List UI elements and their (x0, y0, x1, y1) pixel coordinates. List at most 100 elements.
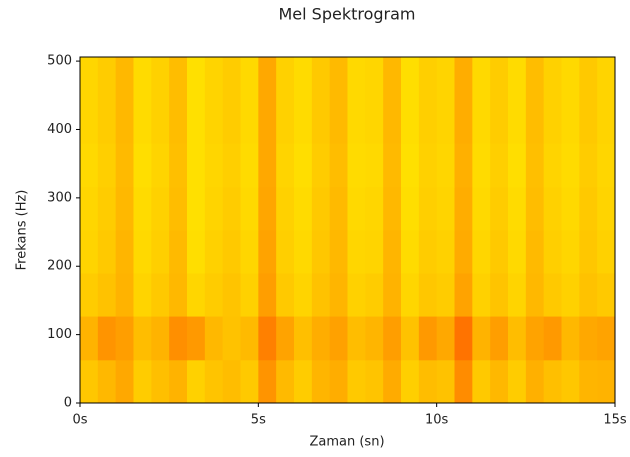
heatmap-cell (561, 186, 580, 231)
heatmap-cell (454, 143, 473, 188)
heatmap-cell (294, 186, 313, 231)
heatmap-cell (294, 100, 313, 144)
heatmap-cell (151, 100, 170, 144)
heatmap-cell (204, 359, 224, 404)
heatmap-cell (258, 230, 277, 274)
heatmap-cell (80, 359, 99, 404)
heatmap-cell (454, 359, 473, 404)
heatmap-cell (365, 143, 384, 188)
heatmap-cell (383, 100, 402, 144)
heatmap-cell (490, 316, 509, 361)
heatmap-cell (508, 316, 527, 361)
heatmap-cell (187, 230, 206, 274)
heatmap-cell (133, 359, 152, 404)
heatmap-cell (311, 143, 331, 188)
heatmap-cell (561, 57, 580, 101)
heatmap-cell (490, 57, 509, 101)
heatmap-cell (472, 186, 491, 231)
heatmap-cell (294, 57, 313, 101)
heatmap-cell (490, 230, 509, 274)
heatmap-cell (187, 143, 206, 188)
heatmap-cell (151, 186, 170, 231)
heatmap-cell (525, 316, 545, 361)
heatmap-cell (311, 100, 331, 144)
heatmap-cell (543, 186, 562, 231)
heatmap-cell (97, 57, 117, 101)
heatmap-cell (561, 230, 580, 274)
heatmap-cell (597, 316, 616, 361)
heatmap-cell (329, 186, 348, 231)
heatmap-cell (169, 230, 188, 274)
heatmap-cell (222, 100, 241, 144)
heatmap-cell (151, 359, 170, 404)
heatmap-cell (222, 316, 241, 361)
heatmap-cell (258, 359, 277, 404)
heatmap-cell (561, 100, 580, 144)
heatmap-cell (222, 273, 241, 317)
heatmap-cell (597, 186, 616, 231)
heatmap-cell (454, 316, 473, 361)
heatmap-cell (276, 143, 295, 188)
heatmap-cell (401, 359, 420, 404)
heatmap-cell (187, 57, 206, 101)
heatmap-cell (115, 316, 134, 361)
heatmap-cell (347, 143, 366, 188)
heatmap-cell (276, 230, 295, 274)
heatmap-cell (276, 100, 295, 144)
heatmap-cell (365, 359, 384, 404)
heatmap-cell (80, 316, 99, 361)
heatmap-cell (97, 186, 117, 231)
heatmap-cell (508, 230, 527, 274)
heatmap-cell (115, 273, 134, 317)
heatmap-cell (133, 100, 152, 144)
y-tick-label: 200 (47, 259, 72, 274)
heatmap-cell (472, 273, 491, 317)
heatmap-cell (169, 186, 188, 231)
heatmap-cell (151, 273, 170, 317)
heatmap-cell (222, 359, 241, 404)
heatmap-cell (365, 100, 384, 144)
heatmap-cell (311, 230, 331, 274)
x-tick-label: 5s (251, 413, 266, 428)
heatmap-cell (347, 230, 366, 274)
heatmap-cell (490, 186, 509, 231)
heatmap-cell (240, 186, 259, 231)
heatmap-cell (365, 230, 384, 274)
y-tick-label: 500 (47, 54, 72, 69)
heatmap-cell (525, 143, 545, 188)
heatmap-cell (508, 359, 527, 404)
heatmap-cell (311, 359, 331, 404)
heatmap-cell (115, 359, 134, 404)
heatmap-cell (204, 230, 224, 274)
heatmap-cell (454, 230, 473, 274)
heatmap-cell (454, 186, 473, 231)
heatmap-cell (347, 273, 366, 317)
heatmap-cell (418, 273, 438, 317)
heatmap-cell (543, 316, 562, 361)
heatmap-cell (115, 143, 134, 188)
heatmap-cell (133, 316, 152, 361)
heatmap-cell (222, 230, 241, 274)
heatmap-cell (525, 186, 545, 231)
heatmap-cell (365, 273, 384, 317)
heatmap-cell (311, 57, 331, 101)
heatmap-cell (490, 359, 509, 404)
heatmap-cell (597, 100, 616, 144)
heatmap-cell (97, 316, 117, 361)
heatmap-cell (80, 273, 99, 317)
heatmap-cell (80, 186, 99, 231)
heatmap-cell (454, 100, 473, 144)
heatmap-cell (240, 316, 259, 361)
heatmap-cell (401, 100, 420, 144)
x-axis-label: Zaman (sn) (309, 435, 384, 450)
heatmap-cell (561, 143, 580, 188)
heatmap-cell (365, 186, 384, 231)
heatmap-cell (418, 359, 438, 404)
heatmap-cell (151, 57, 170, 101)
heatmap-cell (151, 316, 170, 361)
heatmap-cell (276, 57, 295, 101)
heatmap-cell (490, 100, 509, 144)
heatmap-cell (401, 273, 420, 317)
heatmap-cell (597, 273, 616, 317)
